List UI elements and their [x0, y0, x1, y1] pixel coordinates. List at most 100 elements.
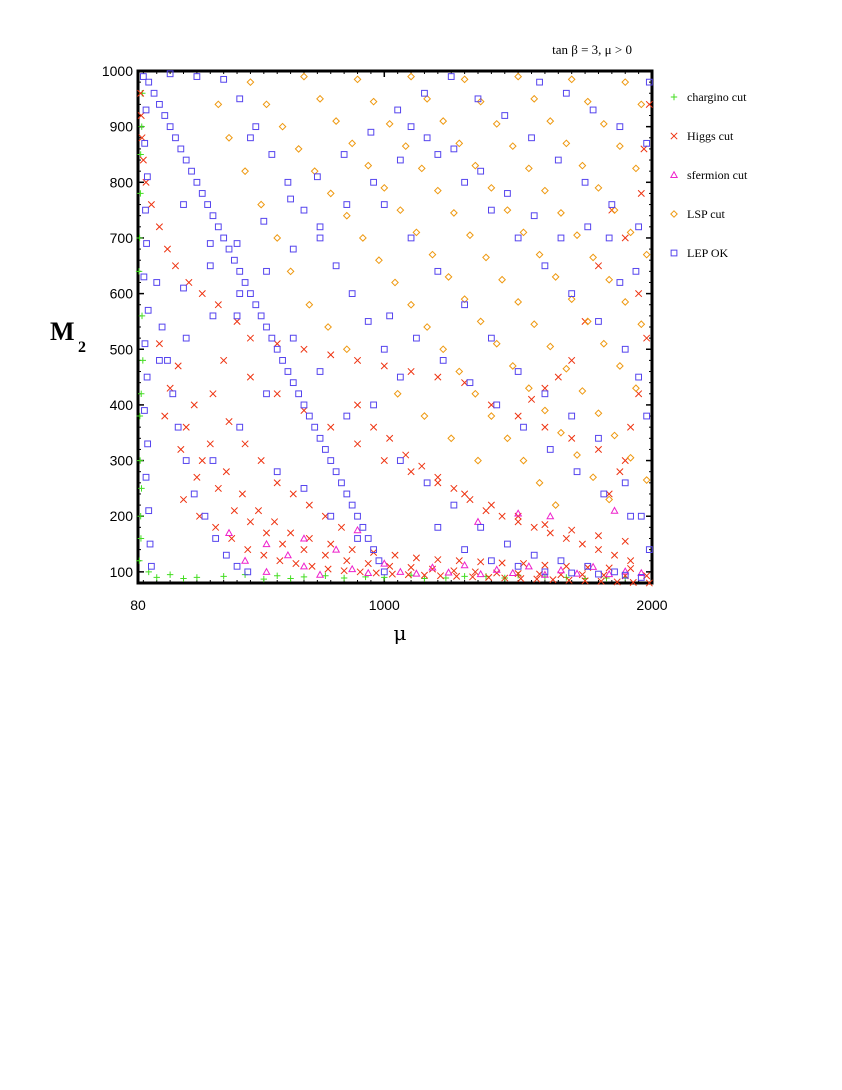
data-point [273, 345, 281, 353]
data-point [455, 367, 464, 376]
data-point [605, 275, 614, 284]
legend-marker [669, 170, 679, 179]
data-point [492, 119, 501, 128]
data-point [343, 201, 351, 208]
data-point [610, 431, 619, 440]
data-point [246, 373, 254, 381]
legend-marker [670, 93, 678, 101]
data-point [260, 217, 268, 225]
data-point [487, 412, 496, 420]
data-point [353, 356, 362, 364]
data-point [594, 262, 603, 270]
data-point [138, 390, 145, 397]
data-point [645, 78, 653, 86]
y-tick-label: 600 [110, 286, 134, 302]
data-point [407, 563, 415, 571]
data-point [627, 512, 634, 520]
data-point [372, 569, 380, 577]
data-point [139, 156, 147, 164]
data-point [252, 301, 260, 309]
data-point [135, 268, 143, 275]
data-point [562, 89, 570, 97]
data-point [428, 250, 437, 259]
data-point [260, 575, 268, 583]
data-point [150, 89, 158, 97]
data-point [136, 234, 143, 242]
data-point [594, 445, 603, 453]
data-point [527, 395, 536, 403]
y-tick-label: 500 [110, 341, 134, 357]
data-point [247, 134, 254, 142]
data-point [214, 100, 223, 109]
data-point [182, 423, 190, 431]
data-point [225, 418, 233, 426]
data-point [174, 423, 182, 431]
y-axis-label: M [50, 317, 75, 346]
data-point [342, 345, 351, 354]
data-point [313, 173, 321, 181]
data-point [434, 151, 442, 158]
data-point [164, 357, 171, 364]
data-point [212, 523, 220, 531]
data-point [262, 539, 271, 548]
y-tick-label: 700 [110, 230, 134, 246]
data-point [348, 290, 356, 297]
data-point [541, 390, 549, 398]
data-point [635, 390, 643, 398]
data-point [578, 161, 587, 170]
data-point [615, 142, 624, 151]
data-point [370, 546, 377, 553]
data-point [375, 557, 383, 565]
data-point [326, 189, 335, 198]
data-point [375, 256, 383, 265]
data-point [535, 250, 544, 259]
data-point [476, 317, 485, 326]
data-point [514, 518, 522, 526]
data-point [643, 412, 651, 420]
data-point [174, 362, 182, 370]
data-point [402, 451, 410, 459]
data-point [138, 312, 146, 320]
data-point [316, 234, 324, 242]
data-point [145, 568, 152, 576]
data-point [541, 568, 549, 576]
data-point [594, 546, 603, 554]
data-point [214, 301, 222, 309]
data-point [584, 223, 592, 231]
data-point [380, 457, 388, 465]
series-lsp-cut [214, 72, 651, 509]
data-point [273, 390, 281, 398]
data-point [556, 565, 566, 574]
data-point [268, 151, 276, 158]
data-point [153, 279, 161, 286]
data-point [504, 540, 511, 548]
data-point [332, 545, 341, 553]
data-point [568, 526, 576, 534]
data-point [166, 123, 174, 131]
data-point [388, 570, 396, 578]
data-point [546, 529, 554, 537]
data-point [433, 186, 442, 195]
data-point [156, 101, 163, 108]
data-point [147, 201, 155, 209]
data-point [295, 390, 303, 398]
data-point [300, 406, 308, 415]
data-point [257, 200, 266, 209]
data-point [370, 178, 377, 186]
data-point [485, 573, 493, 581]
data-point [380, 183, 389, 192]
data-point [214, 223, 222, 231]
data-point [340, 567, 348, 575]
data-point [394, 106, 402, 114]
data-point [476, 97, 485, 106]
data-point [589, 562, 598, 570]
data-point [246, 518, 254, 526]
data-point [299, 534, 309, 542]
data-point [143, 373, 151, 381]
data-point [428, 563, 437, 571]
data-point [508, 362, 517, 370]
data-point [533, 575, 541, 583]
legend-entry: chargino cut [687, 90, 747, 104]
data-point [413, 334, 420, 342]
data-point [348, 546, 356, 554]
